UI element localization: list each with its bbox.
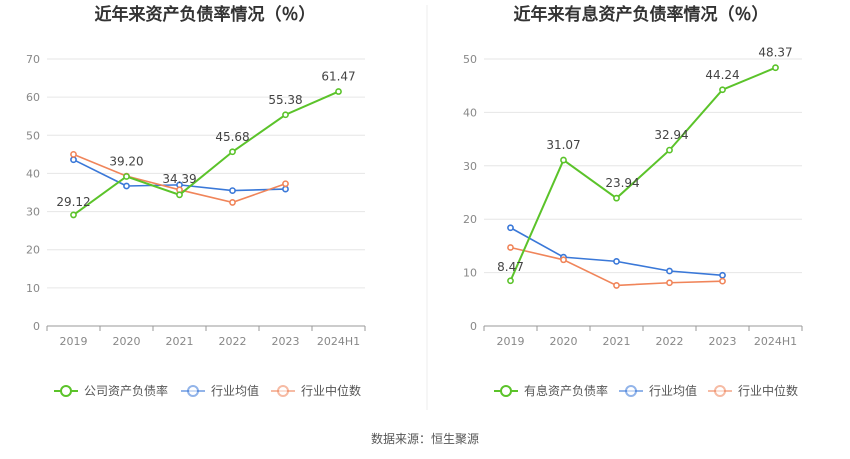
x-tick-label: 2023 [272,335,300,348]
legend-label: 行业均值 [649,383,697,398]
data-label: 29.12 [56,195,90,209]
data-point-company [282,111,289,119]
x-tick-label: 2020 [113,335,141,348]
data-label: 23.94 [605,176,639,190]
legend-label: 行业中位数 [301,383,361,398]
data-point-industry_avg [282,185,289,193]
x-tick-label: 2024H1 [754,335,797,348]
data-point-company [507,277,514,285]
data-point-company [666,146,673,154]
data-point-industry_median [613,282,620,289]
data-point-company [613,194,620,202]
y-tick-label: 50 [463,53,477,66]
legend-swatch-marker [187,385,199,397]
y-tick-label: 0 [33,320,40,333]
y-tick-label: 20 [26,244,40,257]
y-tick-label: 60 [26,91,40,104]
x-tick-label: 2021 [166,335,194,348]
series-line-company [509,66,776,282]
x-tick-label: 2019 [60,335,88,348]
x-tick-label: 2024H1 [317,335,360,348]
data-point-company [70,211,77,219]
y-tick-label: 40 [463,106,477,119]
data-label: 45.68 [215,130,249,144]
data-label: 32.94 [654,128,688,142]
data-point-industry_avg [229,187,236,194]
y-tick-label: 30 [26,206,40,219]
y-tick-label: 30 [463,160,477,173]
chart-title: 近年来有息资产负债率情况（％） [514,4,769,25]
data-point-company [123,173,130,180]
chart-title: 近年来资产负债率情况（％） [95,4,316,25]
data-point-industry_median [70,150,77,158]
data-point-industry_median [282,180,289,188]
x-tick-label: 2022 [219,335,247,348]
data-label: 48.37 [758,46,792,60]
data-label: 39.20 [109,154,143,168]
y-tick-label: 70 [26,53,40,66]
data-point-industry_avg [507,224,514,232]
data-point-industry_avg [719,271,726,279]
legend-label: 有息资产负债率 [524,383,608,398]
data-point-company [176,191,183,199]
legend-swatch-marker [60,385,72,397]
y-tick-label: 40 [26,167,40,180]
legend-label: 行业中位数 [738,383,798,398]
legend-item-company[interactable]: 有息资产负债率 [494,383,608,398]
data-label: 31.07 [546,138,580,152]
data-point-company [560,156,567,164]
y-tick-label: 10 [463,267,477,280]
legend-swatch-marker [625,385,637,397]
x-tick-label: 2020 [550,335,578,348]
legend-swatch-marker [500,385,512,397]
data-point-company [335,88,342,95]
data-point-company [772,64,779,72]
data-point-industry_avg [70,156,77,164]
legend-item-industry_median[interactable]: 行业中位数 [708,383,798,398]
data-label: 8.47 [497,260,524,274]
data-source: 数据来源：恒生聚源 [371,431,479,446]
series-line-industry_median [510,246,723,287]
legend-item-company[interactable]: 公司资产负债率 [54,383,168,398]
data-point-industry_median [666,279,673,287]
data-point-industry_avg [123,182,130,190]
data-label: 44.24 [705,68,739,82]
data-point-industry_avg [613,257,620,265]
series-line-industry_avg [510,227,723,277]
data-point-company [719,86,726,94]
legend-item-industry_avg[interactable]: 行业均值 [619,383,697,398]
data-point-industry_median [719,277,726,285]
y-tick-label: 10 [26,282,40,295]
x-tick-label: 2023 [709,335,737,348]
x-tick-label: 2022 [656,335,684,348]
data-point-industry_avg [666,267,673,275]
data-label: 34.39 [162,172,196,186]
x-tick-label: 2021 [603,335,631,348]
panel-debt-ratio: 近年来资产负债率情况（％） 0 10 20 30 40 50 60 70 2019 2020 2021… [26,4,366,398]
panel-interest-debt-ratio: 近年来有息资产负债率情况（％） 0 10 20 30 40 50 2019 2020 2021 20… [463,4,803,398]
y-tick-label: 50 [26,129,40,142]
y-tick-label: 20 [463,213,477,226]
data-point-industry_median [560,256,567,264]
series-line-company [72,90,339,216]
data-label: 55.38 [268,93,302,107]
legend-swatch-marker [277,385,289,397]
data-point-industry_median [229,199,236,206]
data-label: 61.47 [321,70,355,84]
data-point-industry_median [507,244,514,251]
legend-label: 公司资产负债率 [84,383,168,398]
legend-item-industry_median[interactable]: 行业中位数 [271,383,361,398]
x-tick-label: 2019 [497,335,525,348]
y-tick-label: 0 [470,320,477,333]
data-point-company [229,148,236,156]
legend-label: 行业均值 [211,383,259,398]
legend-swatch-marker [714,385,726,397]
legend-item-industry_avg[interactable]: 行业均值 [181,383,259,398]
